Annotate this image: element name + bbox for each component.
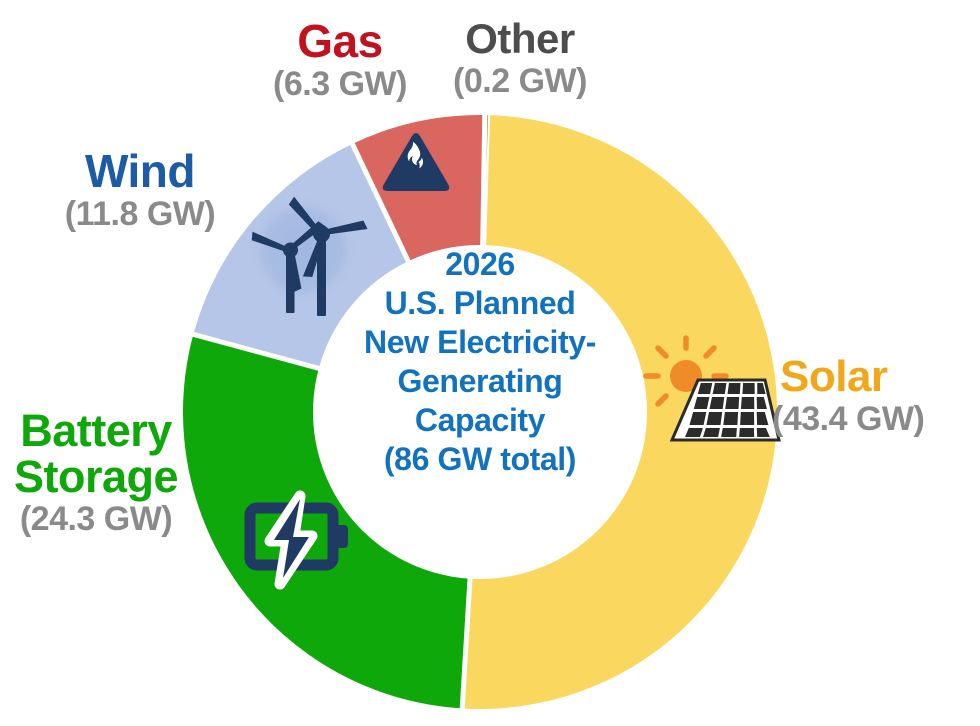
battery-charging-icon — [244, 490, 348, 590]
solar-panel-icon — [643, 335, 781, 442]
label-battery-storage: Battery Storage (24.3 GW) — [0, 408, 206, 536]
wind-turbine-icon — [248, 195, 368, 316]
center-line-year: 2026 — [445, 246, 515, 282]
gas-flame-icon — [382, 133, 450, 191]
slice-separator-other — [484, 113, 491, 248]
label-other: Other (0.2 GW) — [370, 15, 670, 100]
label-wind: Wind (11.8 GW) — [0, 148, 290, 232]
slice-battery-storage[interactable] — [182, 334, 470, 709]
label-battery-storage-value: (24.3 GW) — [19, 499, 173, 538]
label-gas-value: (6.3 GW) — [273, 64, 407, 103]
label-other-name: Other — [465, 15, 575, 62]
label-gas: Gas (6.3 GW) — [190, 18, 490, 102]
center-line-total: (86 GW total) — [383, 441, 577, 478]
center-line-2: U.S. Planned — [384, 285, 576, 322]
label-battery-storage-name-line2: Storage — [13, 450, 179, 502]
slice-separators — [190, 112, 488, 711]
label-solar-value: (43.4 GW) — [772, 399, 925, 438]
label-solar-name: Solar — [780, 352, 888, 401]
label-other-value: (0.2 GW) — [453, 61, 587, 100]
label-wind-name: Wind — [85, 145, 196, 197]
donut-center-title: 2026 U.S. Planned New Electricity- Gener… — [313, 245, 647, 479]
slice-solar[interactable] — [462, 115, 778, 710]
label-battery-storage-name-line1: Battery — [20, 405, 172, 456]
label-gas-name: Gas — [297, 15, 383, 67]
label-wind-value: (11.8 GW) — [64, 194, 216, 233]
panel-icon — [669, 378, 781, 442]
label-solar: Solar (43.4 GW) — [772, 352, 980, 437]
center-line-4: Generating — [397, 363, 563, 400]
center-line-3: New Electricity- — [364, 324, 596, 361]
center-line-5: Capacity — [414, 402, 546, 439]
